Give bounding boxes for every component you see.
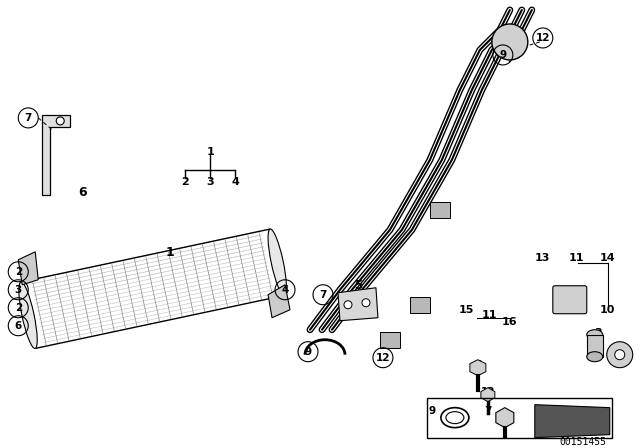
Text: 16: 16 — [502, 317, 518, 327]
Text: 00151455: 00151455 — [559, 437, 606, 447]
Bar — [587, 335, 603, 357]
Text: 2: 2 — [618, 350, 626, 363]
Text: 7: 7 — [484, 405, 492, 416]
Text: 8: 8 — [474, 360, 482, 370]
Text: 12: 12 — [376, 353, 390, 363]
Circle shape — [344, 301, 352, 309]
Circle shape — [615, 350, 625, 360]
Text: 15: 15 — [458, 305, 474, 315]
Text: 7: 7 — [319, 290, 326, 300]
Polygon shape — [42, 115, 70, 195]
Polygon shape — [535, 405, 610, 438]
FancyBboxPatch shape — [553, 286, 587, 314]
Text: 4: 4 — [231, 177, 239, 187]
Circle shape — [362, 299, 370, 307]
Bar — [427, 398, 612, 438]
Bar — [21, 229, 284, 349]
Text: 2: 2 — [15, 267, 22, 277]
Polygon shape — [19, 252, 38, 285]
Text: 9: 9 — [428, 405, 435, 416]
Text: 2: 2 — [15, 303, 22, 313]
Ellipse shape — [587, 352, 603, 362]
Text: 2: 2 — [181, 177, 189, 187]
Bar — [410, 297, 430, 313]
Text: 13: 13 — [535, 253, 550, 263]
Text: 4: 4 — [571, 295, 579, 305]
Text: 3: 3 — [594, 328, 602, 338]
Text: 7: 7 — [24, 113, 32, 123]
Ellipse shape — [19, 282, 37, 349]
Bar — [430, 202, 450, 218]
Text: 12: 12 — [536, 33, 550, 43]
Polygon shape — [496, 408, 514, 428]
Text: 1: 1 — [166, 246, 175, 259]
Circle shape — [492, 24, 528, 60]
Text: 11: 11 — [482, 310, 498, 320]
Ellipse shape — [268, 229, 287, 296]
Text: 1: 1 — [206, 147, 214, 157]
Text: 12: 12 — [481, 387, 495, 396]
Text: 5: 5 — [354, 279, 362, 292]
Ellipse shape — [587, 330, 603, 340]
Text: 9: 9 — [499, 50, 506, 60]
Text: 9: 9 — [305, 347, 312, 357]
Polygon shape — [338, 288, 378, 321]
Polygon shape — [481, 388, 495, 402]
Circle shape — [607, 342, 633, 368]
Circle shape — [56, 117, 64, 125]
Text: 11: 11 — [569, 253, 584, 263]
Text: 4: 4 — [282, 285, 289, 295]
Polygon shape — [470, 360, 486, 376]
Text: 10: 10 — [600, 305, 616, 315]
Polygon shape — [268, 285, 290, 318]
Text: 14: 14 — [600, 253, 616, 263]
Bar — [380, 332, 400, 348]
Text: 6: 6 — [78, 186, 86, 199]
Text: 3: 3 — [206, 177, 214, 187]
Text: 3: 3 — [15, 285, 22, 295]
Text: 6: 6 — [15, 321, 22, 331]
